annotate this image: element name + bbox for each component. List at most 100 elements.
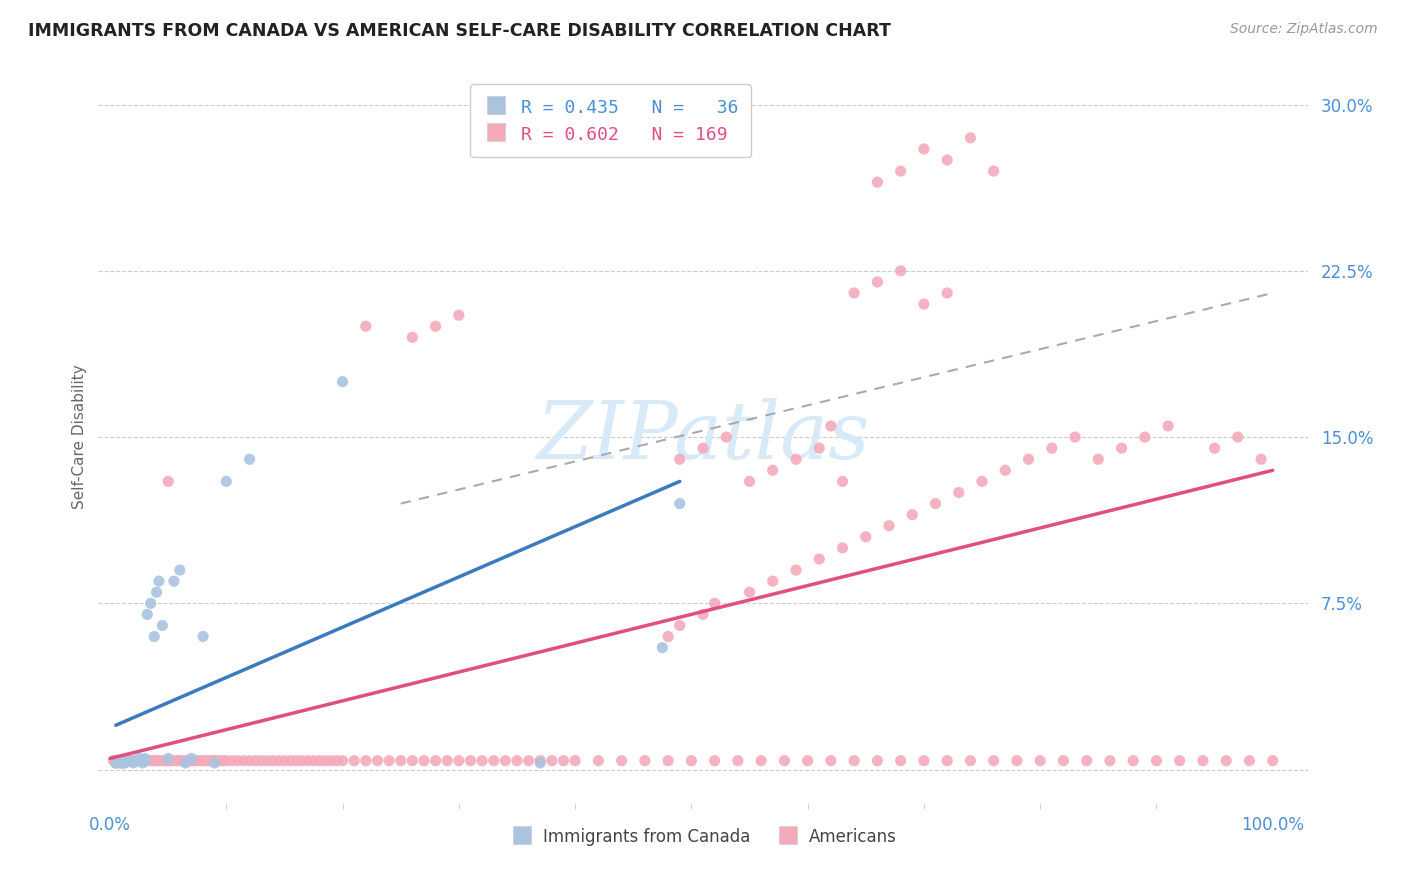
Point xyxy=(122,754,145,768)
Point xyxy=(762,574,785,589)
Point xyxy=(692,441,714,455)
Point xyxy=(890,754,912,768)
Point xyxy=(174,754,197,768)
Point xyxy=(278,754,301,768)
Point xyxy=(139,596,162,610)
Point xyxy=(262,754,284,768)
Point xyxy=(332,375,354,389)
Point xyxy=(877,518,900,533)
Point xyxy=(221,754,243,768)
Point xyxy=(122,754,145,768)
Point xyxy=(901,508,924,522)
Point xyxy=(1029,754,1052,768)
Point xyxy=(124,754,146,768)
Point xyxy=(425,754,447,768)
Point xyxy=(401,330,423,344)
Point xyxy=(657,630,679,644)
Point xyxy=(245,754,267,768)
Point xyxy=(169,754,191,768)
Point xyxy=(232,754,254,768)
Point xyxy=(180,751,202,765)
Point xyxy=(703,754,725,768)
Text: Source: ZipAtlas.com: Source: ZipAtlas.com xyxy=(1230,22,1378,37)
Point xyxy=(517,754,540,768)
Point xyxy=(172,754,194,768)
Point xyxy=(131,756,153,770)
Point xyxy=(157,754,180,768)
Point xyxy=(201,754,224,768)
Point xyxy=(239,452,262,467)
Point xyxy=(820,754,842,768)
Point xyxy=(785,563,807,577)
Point xyxy=(139,754,162,768)
Point xyxy=(657,754,679,768)
Point xyxy=(163,754,186,768)
Point xyxy=(540,754,562,768)
Point xyxy=(820,419,842,434)
Point xyxy=(104,756,127,770)
Text: ZIPatlas: ZIPatlas xyxy=(536,399,870,475)
Point xyxy=(163,574,186,589)
Point xyxy=(936,153,959,167)
Point xyxy=(122,754,145,768)
Point xyxy=(1204,441,1226,455)
Point xyxy=(134,754,156,768)
Point xyxy=(1064,430,1087,444)
Point xyxy=(148,754,170,768)
Point xyxy=(1215,754,1237,768)
Point xyxy=(291,754,314,768)
Point xyxy=(389,754,412,768)
Point xyxy=(564,754,586,768)
Point xyxy=(890,164,912,178)
Point xyxy=(194,754,217,768)
Point xyxy=(122,756,145,770)
Point xyxy=(108,754,131,768)
Point xyxy=(1005,754,1028,768)
Point xyxy=(166,754,188,768)
Point xyxy=(204,754,226,768)
Point xyxy=(273,754,295,768)
Text: IMMIGRANTS FROM CANADA VS AMERICAN SELF-CARE DISABILITY CORRELATION CHART: IMMIGRANTS FROM CANADA VS AMERICAN SELF-… xyxy=(28,22,891,40)
Point xyxy=(319,754,342,768)
Point xyxy=(159,754,181,768)
Point xyxy=(198,754,221,768)
Point xyxy=(651,640,673,655)
Point xyxy=(494,754,516,768)
Point xyxy=(114,754,136,768)
Point xyxy=(447,308,470,322)
Point xyxy=(136,754,159,768)
Point xyxy=(1087,452,1109,467)
Point xyxy=(529,754,551,768)
Point xyxy=(785,452,807,467)
Point xyxy=(855,530,877,544)
Point xyxy=(1226,430,1249,444)
Point xyxy=(148,574,170,589)
Point xyxy=(134,754,156,768)
Point xyxy=(796,754,818,768)
Point xyxy=(155,754,177,768)
Point xyxy=(128,754,150,768)
Y-axis label: Self-Care Disability: Self-Care Disability xyxy=(72,365,87,509)
Point xyxy=(191,754,214,768)
Point xyxy=(553,754,575,768)
Point xyxy=(1192,754,1215,768)
Point xyxy=(250,754,273,768)
Point xyxy=(134,754,156,768)
Point xyxy=(668,497,690,511)
Point xyxy=(332,754,354,768)
Point xyxy=(749,754,772,768)
Point xyxy=(120,754,142,768)
Point xyxy=(104,756,127,770)
Point xyxy=(354,319,377,334)
Point xyxy=(610,754,633,768)
Point xyxy=(1133,430,1156,444)
Point xyxy=(681,754,703,768)
Point xyxy=(190,754,212,768)
Point xyxy=(104,756,127,770)
Point xyxy=(111,754,134,768)
Point xyxy=(143,754,166,768)
Point xyxy=(1261,754,1284,768)
Point xyxy=(831,541,853,555)
Point xyxy=(111,756,134,770)
Point xyxy=(668,618,690,632)
